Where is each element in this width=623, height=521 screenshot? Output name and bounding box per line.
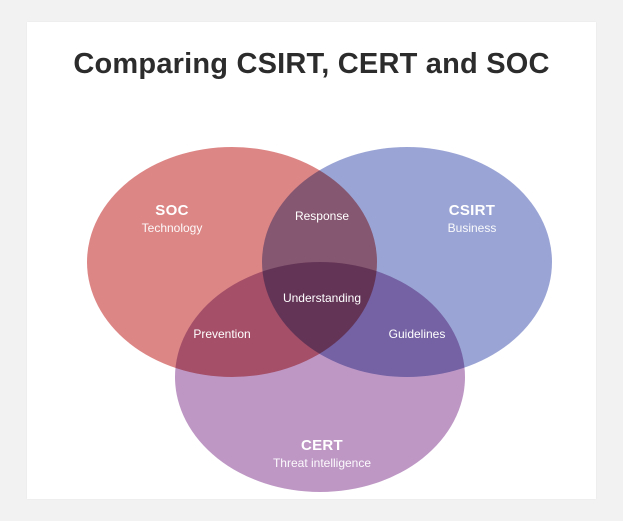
page-background: Comparing CSIRT, CERT and SOC SOC Techno… <box>0 0 623 521</box>
venn-label-soc: SOC Technology <box>117 202 227 236</box>
venn-label-csirt-name: CSIRT <box>417 202 527 221</box>
venn-label-cert-sub: Threat intelligence <box>247 456 397 471</box>
venn-intersection-soc-cert: Prevention <box>177 327 267 341</box>
venn-label-csirt-sub: Business <box>417 221 527 236</box>
venn-intersection-soc-csirt: Response <box>277 209 367 223</box>
venn-label-soc-name: SOC <box>117 202 227 221</box>
diagram-card: Comparing CSIRT, CERT and SOC SOC Techno… <box>27 22 596 499</box>
venn-diagram: SOC Technology CSIRT Business CERT Threa… <box>27 82 596 499</box>
venn-label-cert-name: CERT <box>247 437 397 456</box>
venn-label-csirt: CSIRT Business <box>417 202 527 236</box>
venn-intersection-center: Understanding <box>272 291 372 305</box>
venn-intersection-csirt-cert: Guidelines <box>372 327 462 341</box>
diagram-title: Comparing CSIRT, CERT and SOC <box>27 48 596 81</box>
venn-label-cert: CERT Threat intelligence <box>247 437 397 471</box>
venn-label-soc-sub: Technology <box>117 221 227 236</box>
